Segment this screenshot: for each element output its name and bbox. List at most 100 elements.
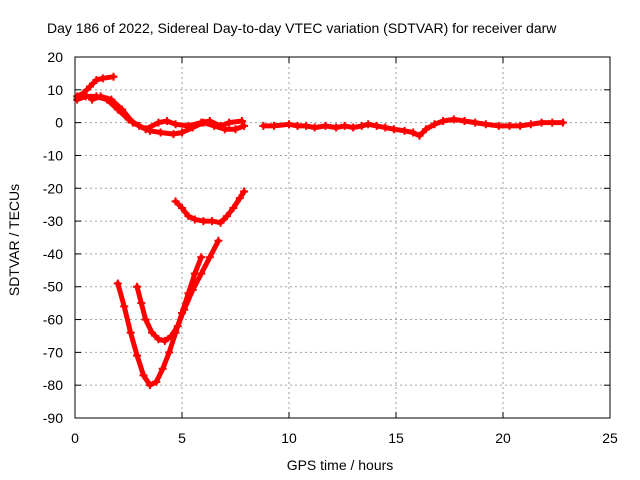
data-point [548,118,557,127]
plot-frame [74,56,611,419]
arc-trace [171,187,249,227]
data-point [205,116,214,125]
data-point [126,328,135,337]
y-tick-label: -90 [43,410,63,426]
data-point [197,118,206,127]
x-tick-label: 10 [281,430,297,446]
data-point [120,302,129,311]
data-point [409,128,418,137]
data-point [113,279,122,288]
data-point [389,125,398,134]
data-point [197,269,206,278]
data-point [259,121,268,130]
data-point [178,203,186,212]
data-point [139,371,148,380]
data-point [293,121,302,130]
data-point [141,315,150,324]
data-point [237,116,246,125]
tick-layer: 20 10 0 -10 -20 -30 -40 -50 -60 -70 -80 -90 0 5 10 15 20… [43,49,618,446]
data-point [471,118,480,127]
data-point [152,377,161,386]
data-point [178,128,186,137]
data-point [88,95,97,104]
data-point [357,121,366,130]
data-point [141,125,150,134]
data-point [81,92,90,101]
y-tick-label: -80 [43,377,63,393]
data-point [321,121,330,130]
data-point [145,381,154,390]
main-trace-mid [88,92,246,134]
x-tick-label: 0 [71,430,79,446]
data-point [199,217,208,226]
data-point [222,212,231,221]
data-point [225,118,234,127]
data-point [85,82,94,91]
data-point [167,331,176,340]
x-tick-label: 5 [178,430,186,446]
data-point [285,120,293,129]
data-point [381,123,390,132]
data-point [156,128,165,137]
data-point [439,116,448,125]
main-trace-middle [259,115,567,140]
data-point [494,121,503,130]
data-point [231,125,240,134]
data-point [415,131,424,140]
data-point [216,218,225,227]
data-point [184,212,193,221]
data-point [516,121,525,130]
data-point [118,105,127,114]
data-point [154,118,163,127]
data-point [180,305,189,314]
data-point [109,72,118,81]
data-point [171,120,180,129]
data-point [372,121,381,130]
data-point [310,123,319,132]
data-point [107,95,116,104]
data-point [302,121,311,130]
x-tick-label: 20 [495,430,511,446]
data-point [171,197,180,206]
data-point [190,215,199,224]
data-point [240,187,249,196]
y-tick-label: 10 [47,82,63,98]
data-point [184,121,193,130]
data-point [173,322,182,331]
data-point [163,116,172,125]
data-point [235,194,244,203]
data-point [460,116,469,125]
data-point [92,75,101,84]
data-point [364,120,373,129]
y-tick-label: -30 [43,213,63,229]
y-tick-label: 20 [47,49,63,65]
y-tick-label: -70 [43,344,63,360]
data-point [96,92,105,101]
data-point [160,336,169,345]
data-point [73,95,82,104]
data-point [154,335,163,344]
data-point [505,121,514,130]
data-point [137,299,146,308]
grid-layer [75,57,610,418]
data-point [165,348,174,357]
data-point [421,125,430,134]
data-point [197,253,206,262]
main-trace-low-line [74,93,247,137]
data-point [481,120,490,129]
data-point [214,236,223,245]
data-point [148,328,157,337]
data-point [332,123,341,132]
y-tick-label: -60 [43,312,63,328]
data-point [340,121,349,130]
data-point [229,203,238,212]
y-axis-label: SDTVAR / TECUs [6,184,22,296]
data-point [449,115,458,124]
v-trace-small [133,236,223,345]
data-point [558,118,567,127]
data-point [98,74,107,83]
data-point [400,126,409,135]
data-point [430,120,439,129]
data-point [128,118,137,127]
